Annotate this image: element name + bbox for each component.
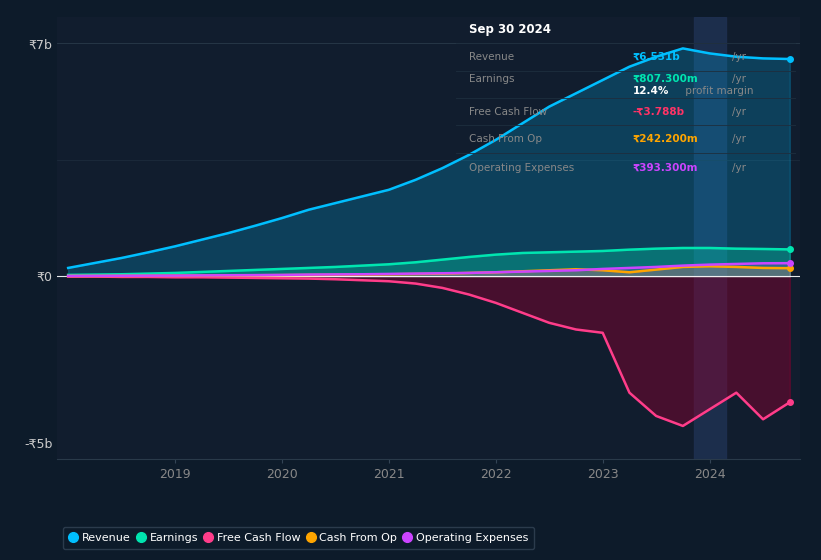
Text: ₹393.300m: ₹393.300m <box>633 163 699 173</box>
Text: Earnings: Earnings <box>470 74 515 84</box>
Legend: Revenue, Earnings, Free Cash Flow, Cash From Op, Operating Expenses: Revenue, Earnings, Free Cash Flow, Cash … <box>63 527 534 549</box>
Text: Sep 30 2024: Sep 30 2024 <box>470 23 551 36</box>
Text: Revenue: Revenue <box>470 52 515 62</box>
Text: Cash From Op: Cash From Op <box>470 134 543 144</box>
Text: Free Cash Flow: Free Cash Flow <box>470 106 548 116</box>
Text: ₹6.531b: ₹6.531b <box>633 52 681 62</box>
Text: /yr: /yr <box>732 74 745 84</box>
Text: ₹807.300m: ₹807.300m <box>633 74 699 84</box>
Text: /yr: /yr <box>732 163 745 173</box>
Text: 12.4%: 12.4% <box>633 86 669 96</box>
Text: -₹3.788b: -₹3.788b <box>633 106 685 116</box>
Text: /yr: /yr <box>732 134 745 144</box>
Text: profit margin: profit margin <box>682 86 754 96</box>
Text: /yr: /yr <box>732 106 745 116</box>
Bar <box>694 17 726 459</box>
Text: ₹242.200m: ₹242.200m <box>633 134 699 144</box>
Text: Operating Expenses: Operating Expenses <box>470 163 575 173</box>
Text: /yr: /yr <box>732 52 745 62</box>
